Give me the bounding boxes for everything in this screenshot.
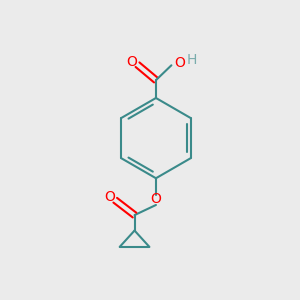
Text: O: O [104, 190, 115, 204]
Text: O: O [151, 192, 161, 206]
Text: O: O [126, 55, 137, 69]
Text: H: H [186, 53, 197, 67]
Text: O: O [174, 56, 185, 70]
